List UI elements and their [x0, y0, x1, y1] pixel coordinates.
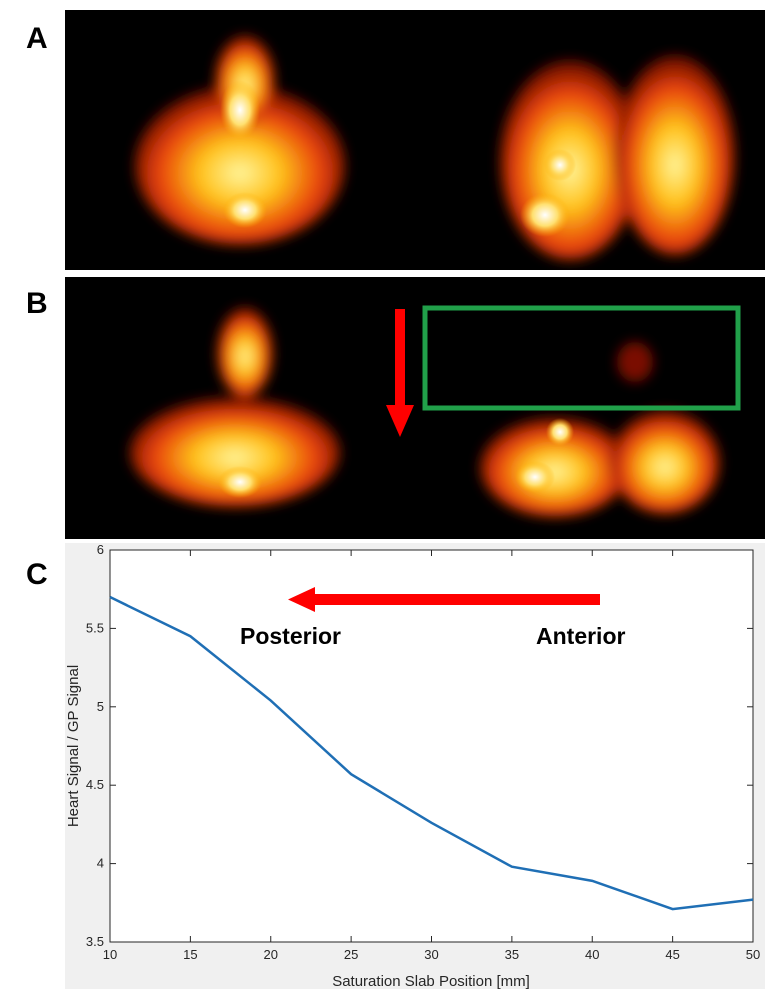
panel-b-image: [65, 277, 765, 539]
left-bright-spot: [223, 192, 267, 228]
posterior-label: Posterior: [240, 623, 341, 649]
annotation-arrow-head: [288, 587, 315, 612]
y-tick-label: 5.5: [86, 620, 104, 635]
x-axis-label: Saturation Slab Position [mm]: [332, 973, 530, 989]
down-arrow-head: [386, 405, 414, 437]
panel-a-heatmap: [135, 35, 735, 260]
panel-a-image: [65, 10, 765, 270]
chart-panel: 3.5 4 4.5 5 5.5 6 10 15 20 25 30 35 40 45 50 Posterio…: [65, 543, 765, 989]
x-tick-label: 20: [264, 947, 278, 962]
b-right-bright-spot: [546, 418, 574, 446]
b-right-lung-left-lobe: [480, 417, 630, 517]
b-faint-upper-spot: [617, 342, 653, 382]
line-chart: 3.5 4 4.5 5 5.5 6 10 15 20 25 30 35 40 45 50 Posterio…: [65, 543, 760, 989]
y-axis-ticks: 3.5 4 4.5 5 5.5 6: [86, 543, 753, 949]
panel-c-label: C: [26, 558, 48, 591]
b-right-mid-bright: [515, 461, 555, 493]
y-tick-label: 6: [97, 543, 104, 557]
x-tick-label: 40: [585, 947, 599, 962]
panel-b-label: B: [26, 287, 48, 320]
y-tick-label: 4: [97, 856, 104, 871]
panel-a-label: A: [26, 22, 48, 55]
x-tick-label: 50: [746, 947, 760, 962]
left-upper-bright: [220, 80, 260, 140]
b-left-bright-spot: [218, 466, 262, 498]
b-left-trachea-blob: [217, 307, 273, 397]
panel-b-heatmap: [130, 305, 741, 517]
right-mid-bright: [520, 193, 570, 237]
saturation-slab-box: [422, 305, 741, 411]
x-tick-label: 10: [103, 947, 117, 962]
annotation-arrow-shaft: [312, 594, 600, 605]
x-tick-label: 45: [665, 947, 679, 962]
b-right-lung-right-lobe: [610, 410, 720, 514]
x-tick-label: 25: [344, 947, 358, 962]
y-axis-label: Heart Signal / GP Signal: [65, 665, 82, 827]
y-tick-label: 5: [97, 699, 104, 714]
x-tick-label: 15: [183, 947, 197, 962]
down-arrow-shaft: [395, 309, 405, 409]
left-lung-mass: [135, 85, 345, 245]
anterior-label: Anterior: [536, 623, 626, 649]
plot-area: [109, 549, 754, 943]
x-axis-ticks: 10 15 20 25 30 35 40 45 50: [103, 550, 760, 962]
right-lung-right-lobe: [615, 55, 735, 255]
x-tick-label: 35: [505, 947, 519, 962]
y-tick-label: 3.5: [86, 934, 104, 949]
x-tick-label: 30: [424, 947, 438, 962]
series-line: [109, 595, 754, 911]
b-left-lung-mass: [130, 397, 340, 507]
right-bright-spot: [544, 149, 576, 181]
y-tick-label: 4.5: [86, 777, 104, 792]
